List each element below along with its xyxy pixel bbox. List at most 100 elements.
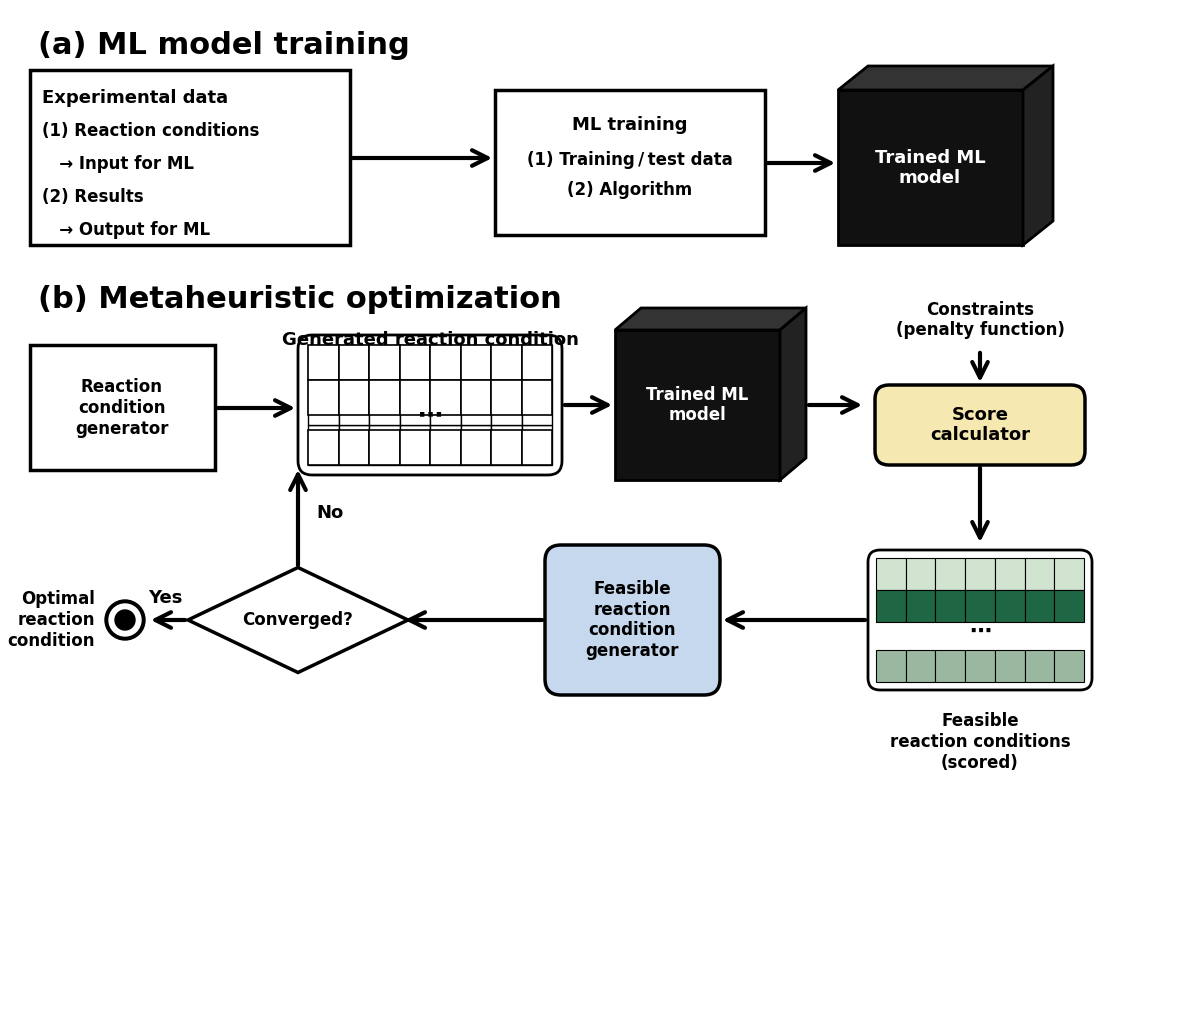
Text: → Output for ML: → Output for ML (42, 221, 210, 239)
Bar (338, 345, 369, 380)
Bar (995, 650, 1024, 682)
Bar (1054, 650, 1084, 682)
Bar (935, 590, 965, 622)
Bar (461, 425, 491, 465)
Bar (1024, 558, 1054, 590)
Bar (461, 385, 491, 425)
Bar (491, 385, 521, 425)
Polygon shape (615, 330, 780, 480)
Text: Generated reaction condition: Generated reaction condition (281, 331, 578, 349)
Bar (307, 380, 338, 415)
Text: (1) Training / test data: (1) Training / test data (527, 151, 732, 169)
Bar (965, 558, 995, 590)
Polygon shape (838, 66, 1053, 90)
Bar (906, 558, 935, 590)
Bar (521, 380, 552, 415)
Bar (369, 385, 400, 425)
Bar (338, 385, 369, 425)
Text: Converged?: Converged? (242, 611, 354, 629)
Bar (461, 430, 491, 465)
Polygon shape (838, 90, 1023, 245)
Text: (2) Algorithm: (2) Algorithm (567, 181, 693, 199)
Bar (1054, 558, 1084, 590)
Text: Feasible
reaction conditions
(scored): Feasible reaction conditions (scored) (890, 712, 1071, 772)
Text: Trained ML
model: Trained ML model (646, 386, 748, 424)
Bar (965, 650, 995, 682)
Bar (876, 558, 906, 590)
Text: Experimental data: Experimental data (42, 89, 228, 107)
Text: (b) Metaheuristic optimization: (b) Metaheuristic optimization (38, 286, 561, 315)
Text: No: No (316, 504, 343, 522)
Bar (307, 430, 338, 465)
Bar (430, 380, 461, 415)
Bar (935, 558, 965, 590)
Bar (491, 430, 521, 465)
Bar (491, 380, 521, 415)
Bar (935, 650, 965, 682)
Text: (a) ML model training: (a) ML model training (38, 30, 410, 59)
Bar (521, 345, 552, 380)
Circle shape (115, 610, 135, 630)
Bar (495, 90, 764, 235)
Bar (307, 345, 338, 380)
Bar (906, 650, 935, 682)
Bar (369, 345, 400, 380)
Bar (400, 430, 430, 465)
Bar (307, 385, 338, 425)
Bar (491, 425, 521, 465)
Text: Trained ML
model: Trained ML model (875, 149, 985, 187)
Text: ⋯: ⋯ (418, 403, 443, 427)
FancyBboxPatch shape (298, 335, 561, 475)
Bar (369, 430, 400, 465)
Text: Yes: Yes (148, 589, 183, 607)
Bar (369, 345, 400, 385)
Bar (995, 590, 1024, 622)
Bar (400, 345, 430, 385)
Polygon shape (188, 567, 408, 673)
FancyBboxPatch shape (545, 545, 721, 694)
Circle shape (104, 600, 145, 640)
Bar (1024, 590, 1054, 622)
Bar (876, 650, 906, 682)
Bar (400, 380, 430, 415)
Bar (307, 345, 338, 385)
Polygon shape (615, 308, 806, 330)
Bar (995, 558, 1024, 590)
Bar (491, 345, 521, 385)
Bar (461, 345, 491, 385)
Bar (430, 385, 461, 425)
Bar (430, 430, 461, 465)
Bar (430, 345, 461, 380)
Bar (461, 345, 491, 380)
Bar (521, 345, 552, 385)
Polygon shape (1023, 66, 1053, 245)
FancyBboxPatch shape (875, 385, 1085, 465)
Text: ⋯: ⋯ (969, 622, 991, 642)
Bar (521, 385, 552, 425)
Text: ML training: ML training (572, 116, 687, 134)
Bar (338, 430, 369, 465)
Bar (1024, 650, 1054, 682)
Circle shape (109, 604, 141, 635)
Bar (307, 425, 338, 465)
Bar (338, 425, 369, 465)
Text: Feasible
reaction
condition
generator: Feasible reaction condition generator (585, 580, 679, 660)
Bar (30, 70, 350, 245)
Bar (491, 345, 521, 380)
Bar (430, 345, 461, 385)
Text: (1) Reaction conditions: (1) Reaction conditions (42, 122, 260, 140)
Bar (876, 590, 906, 622)
Text: Reaction
condition
generator: Reaction condition generator (75, 378, 169, 438)
Bar (338, 345, 369, 385)
Bar (400, 425, 430, 465)
Bar (400, 385, 430, 425)
Text: Constraints
(penalty function): Constraints (penalty function) (895, 300, 1065, 339)
Bar (430, 425, 461, 465)
Bar (1054, 590, 1084, 622)
Bar (369, 380, 400, 415)
Text: Score
calculator: Score calculator (929, 406, 1030, 444)
Bar (338, 380, 369, 415)
Text: (2) Results: (2) Results (42, 188, 144, 206)
Bar (30, 345, 215, 470)
Bar (906, 590, 935, 622)
